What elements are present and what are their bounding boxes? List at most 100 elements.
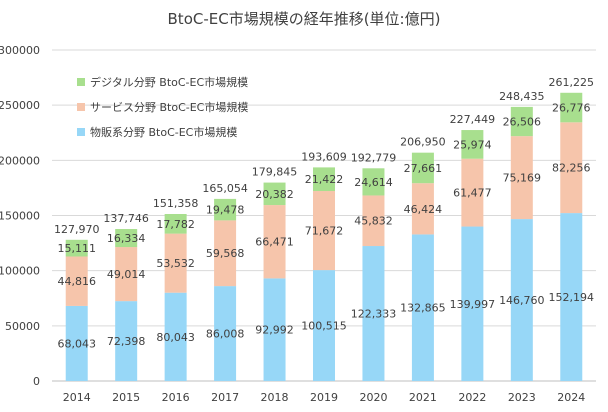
- y-tick-label: 50000: [5, 320, 40, 333]
- data-label: 16,334: [107, 232, 146, 245]
- data-label: 139,997: [450, 298, 496, 311]
- y-tick-label: 250000: [0, 99, 40, 112]
- bar-segment-series-1: [214, 220, 237, 287]
- total-label: 192,779: [351, 151, 397, 164]
- y-tick-label: 300000: [0, 44, 40, 57]
- data-label: 26,506: [503, 116, 542, 129]
- total-label: 248,435: [499, 90, 545, 103]
- bar-segment-series-0: [65, 305, 88, 381]
- y-axis: 0 50000 100000 150000 200000 250000 300000: [0, 44, 40, 388]
- bar-segment-series-0: [362, 246, 385, 381]
- data-label: 71,672: [305, 225, 344, 238]
- data-label: 49,014: [107, 268, 146, 281]
- data-label: 44,816: [57, 275, 96, 288]
- x-tick-label: 2021: [409, 391, 437, 404]
- data-label: 15,111: [57, 242, 96, 255]
- data-label: 92,992: [255, 324, 294, 337]
- x-tick-label: 2023: [508, 391, 536, 404]
- y-tick-label: 100000: [0, 265, 40, 278]
- data-labels: 68,043 44,816 15,111 127,970 72,398 49,014 16,…: [54, 76, 594, 351]
- data-label: 132,865: [400, 302, 446, 315]
- bar-segment-series-0: [510, 219, 533, 381]
- total-label: 127,970: [54, 223, 100, 236]
- x-tick-label: 2018: [261, 391, 289, 404]
- bar-segment-series-2: [313, 167, 335, 192]
- y-tick-label: 150000: [0, 210, 40, 223]
- bar-segment-series-1: [560, 122, 583, 214]
- bar-segment-series-0: [411, 234, 434, 381]
- x-tick-label: 2019: [310, 391, 338, 404]
- data-label: 21,422: [305, 173, 344, 186]
- data-label: 24,614: [354, 176, 393, 189]
- legend-swatch: [77, 103, 85, 111]
- total-label: 261,225: [549, 76, 595, 89]
- bar-segment-series-1: [362, 195, 385, 247]
- total-label: 179,845: [252, 166, 298, 179]
- data-label: 72,398: [107, 335, 146, 348]
- bar-segment-series-0: [164, 292, 187, 381]
- bar-segment-series-2: [362, 168, 385, 196]
- bar-segment-series-1: [164, 233, 187, 293]
- data-label: 100,515: [301, 320, 347, 333]
- total-label: 193,609: [301, 150, 347, 163]
- bar-segment-series-2: [461, 130, 484, 159]
- bar-segment-series-1: [263, 205, 286, 279]
- total-label: 137,746: [103, 212, 149, 225]
- data-label: 45,832: [354, 215, 393, 228]
- data-label: 46,424: [404, 203, 443, 216]
- data-label: 59,568: [206, 247, 245, 260]
- bar-segment-series-1: [461, 158, 484, 227]
- legend-label: 物販系分野 BtoC-EC市場規模: [90, 125, 237, 139]
- data-label: 122,333: [351, 308, 397, 321]
- bar-segment-series-0: [313, 270, 335, 381]
- bar-segment-series-0: [115, 301, 138, 381]
- data-label: 86,008: [206, 328, 245, 341]
- data-label: 82,256: [552, 162, 591, 175]
- data-label: 27,661: [404, 162, 443, 175]
- bar-segment-series-2: [263, 182, 286, 206]
- data-label: 152,194: [549, 291, 595, 304]
- data-label: 61,477: [453, 187, 492, 200]
- data-label: 68,043: [57, 337, 96, 350]
- bars: [65, 92, 583, 381]
- y-tick-label: 200000: [0, 154, 40, 167]
- data-label: 53,532: [156, 257, 195, 270]
- data-label: 66,471: [255, 236, 294, 249]
- bar-segment-series-2: [214, 198, 237, 221]
- bar-segment-series-2: [65, 239, 88, 257]
- data-label: 146,760: [499, 294, 545, 307]
- data-label: 25,974: [453, 138, 492, 151]
- bar-segment-series-0: [263, 278, 286, 381]
- total-label: 151,358: [153, 197, 199, 210]
- total-label: 227,449: [450, 113, 496, 126]
- chart-title: BtoC-EC市場規模の経年推移(単位:億円): [168, 10, 441, 28]
- total-label: 165,054: [202, 182, 248, 195]
- x-tick-label: 2022: [458, 391, 486, 404]
- bar-segment-series-1: [115, 247, 138, 302]
- x-tick-label: 2024: [557, 391, 585, 404]
- y-tick-label: 0: [33, 375, 40, 388]
- bar-segment-series-0: [461, 226, 484, 381]
- bar-segment-series-2: [411, 152, 434, 184]
- bar-segment-series-2: [560, 92, 583, 123]
- data-label: 20,382: [255, 188, 294, 201]
- legend-swatch: [77, 128, 85, 136]
- x-tick-label: 2016: [162, 391, 190, 404]
- data-label: 80,043: [156, 331, 195, 344]
- x-tick-label: 2017: [211, 391, 239, 404]
- bar-segment-series-1: [411, 183, 434, 235]
- bar-segment-series-1: [510, 136, 533, 220]
- data-label: 19,478: [206, 204, 245, 217]
- legend-label: デジタル分野 BtoC-EC市場規模: [90, 75, 248, 89]
- x-tick-label: 2014: [63, 391, 91, 404]
- x-axis: 2014 2015 2016 2017 2018 2019 2020 2021 2022 2023…: [63, 391, 586, 404]
- legend-swatch: [77, 78, 85, 86]
- legend-label: サービス分野 BtoC-EC市場規模: [90, 100, 248, 114]
- bar-segment-series-1: [313, 191, 335, 271]
- total-label: 206,950: [400, 136, 446, 149]
- bar-segment-series-0: [560, 213, 583, 381]
- x-tick-label: 2020: [359, 391, 387, 404]
